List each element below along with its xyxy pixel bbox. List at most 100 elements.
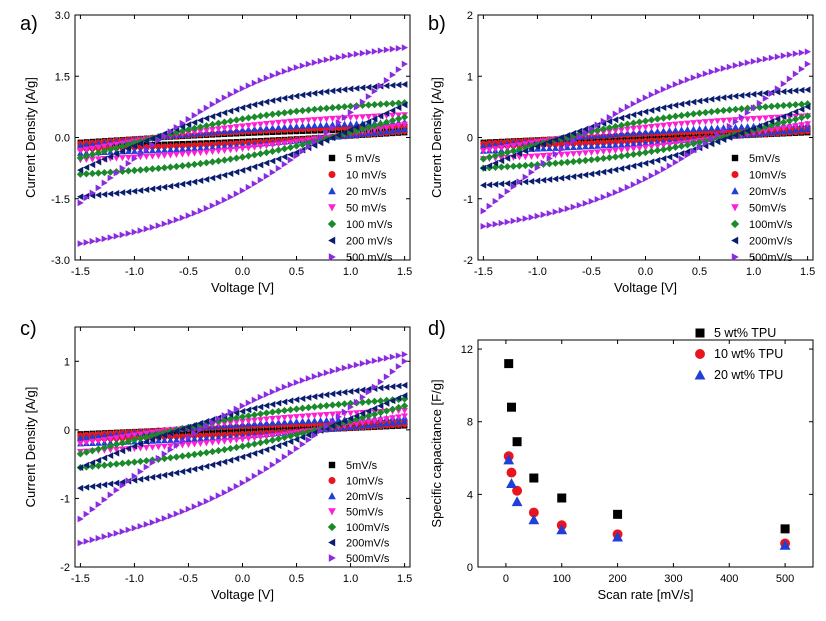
data-point	[654, 105, 661, 113]
data-point	[582, 129, 589, 137]
legend-marker	[328, 253, 336, 261]
legend-marker	[328, 461, 336, 469]
data-point	[383, 399, 390, 407]
data-point	[714, 124, 721, 131]
data-point	[280, 433, 289, 442]
data-point	[376, 409, 385, 417]
data-point	[780, 52, 787, 60]
data-point	[215, 173, 222, 181]
data-point	[774, 85, 781, 93]
data-point	[173, 436, 180, 443]
data-point	[383, 373, 390, 381]
data-point	[504, 180, 511, 187]
data-point	[107, 174, 114, 182]
data-point	[179, 425, 186, 433]
data-point	[708, 135, 715, 143]
data-point	[534, 177, 541, 185]
data-point	[179, 214, 186, 222]
data-point	[401, 381, 408, 389]
data-point	[280, 145, 289, 153]
data-point	[161, 220, 168, 228]
data-point	[268, 147, 277, 155]
data-point	[624, 163, 631, 171]
data-point	[275, 70, 282, 77]
data-point	[636, 145, 643, 152]
data-point	[107, 436, 114, 443]
data-point	[401, 392, 408, 399]
data-point	[648, 158, 655, 166]
data-point	[707, 108, 716, 116]
data-point	[335, 86, 342, 94]
data-point	[167, 128, 174, 135]
data-point	[623, 120, 632, 128]
data-point	[797, 113, 806, 122]
data-point	[534, 143, 541, 150]
data-point	[221, 196, 228, 204]
data-point	[311, 122, 318, 129]
data-point	[558, 146, 565, 153]
data-point	[118, 142, 127, 150]
data-point	[173, 216, 180, 224]
data-point	[329, 418, 336, 425]
data-point	[612, 141, 619, 148]
legend-marker	[328, 476, 336, 485]
data-point	[708, 118, 715, 125]
data-point	[275, 415, 282, 422]
data-point	[570, 151, 577, 158]
data-point	[113, 435, 120, 442]
data-point	[377, 82, 384, 90]
data-point	[377, 125, 384, 132]
plot-area	[76, 351, 409, 547]
data-point	[245, 418, 252, 425]
x-axis-label: Scan rate [mV/s]	[597, 587, 693, 602]
data-point	[389, 353, 396, 361]
data-point	[197, 435, 204, 442]
y-tick-label: 12	[461, 344, 473, 356]
data-point	[329, 422, 336, 430]
legend-marker	[328, 508, 336, 516]
data-point	[143, 145, 150, 153]
data-point	[383, 416, 390, 423]
data-point	[286, 108, 295, 116]
data-point	[365, 419, 372, 426]
x-tick-label: 300	[664, 573, 682, 585]
data-point	[227, 437, 234, 445]
data-point	[88, 169, 97, 178]
data-point	[221, 147, 228, 154]
data-point	[642, 159, 649, 167]
data-point	[738, 123, 745, 130]
series-5-wt-tpu	[504, 359, 790, 534]
data-point	[684, 148, 691, 156]
data-point	[304, 403, 313, 412]
data-point	[221, 438, 228, 445]
data-point	[269, 419, 276, 426]
data-point	[683, 111, 692, 119]
data-point	[275, 386, 282, 393]
data-point	[804, 125, 811, 132]
data-point	[401, 60, 408, 68]
data-point	[299, 440, 306, 448]
data-point	[503, 454, 515, 465]
data-point	[226, 415, 235, 423]
data-point	[617, 152, 626, 160]
data-point	[774, 126, 781, 133]
data-point	[245, 435, 252, 443]
data-point	[233, 146, 240, 153]
data-point	[149, 185, 156, 193]
data-point	[197, 426, 204, 434]
x-tick-label: 1.5	[800, 266, 815, 278]
data-point	[353, 123, 360, 131]
data-point	[209, 174, 216, 182]
data-point	[768, 115, 775, 122]
legend-label: 20mV/s	[346, 491, 384, 503]
panel-4: d) 0 100 200 300 400 500 0 4 8 12 Scan rate [mV/s] S…	[428, 318, 814, 602]
data-point	[624, 129, 631, 137]
data-point	[293, 436, 300, 443]
data-point	[507, 402, 516, 412]
data-point	[113, 530, 120, 537]
data-point	[371, 357, 378, 365]
data-point	[196, 449, 205, 458]
data-point	[280, 406, 289, 415]
data-point	[83, 156, 90, 164]
panel-label: c)	[20, 318, 37, 340]
